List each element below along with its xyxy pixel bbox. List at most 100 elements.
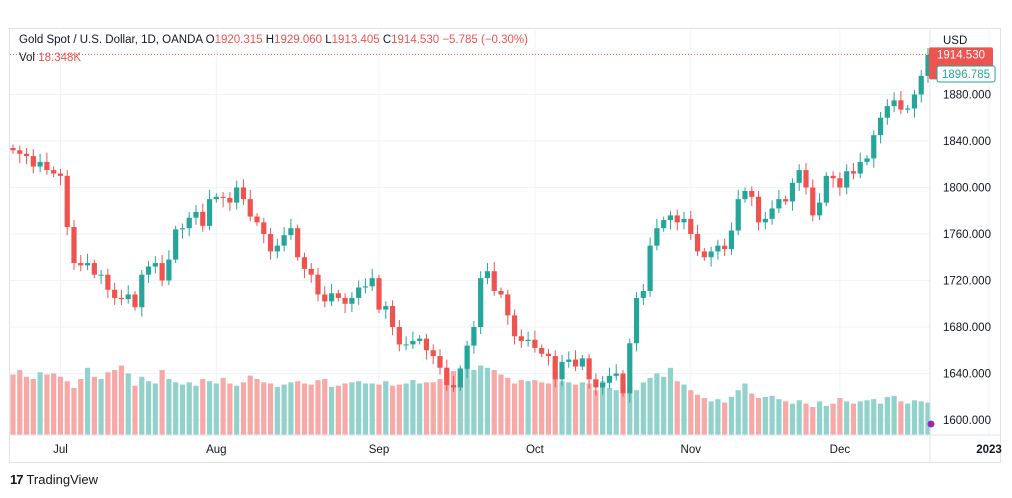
volume-bar bbox=[159, 370, 165, 435]
volume-bar bbox=[749, 393, 755, 435]
volume-bar bbox=[450, 371, 457, 435]
volume-bar bbox=[783, 401, 789, 435]
candle-body bbox=[891, 100, 897, 107]
candle-body bbox=[823, 175, 829, 203]
candle-body bbox=[864, 158, 870, 162]
candle-body bbox=[762, 218, 768, 223]
tradingview-logo[interactable]: 17 TradingView bbox=[10, 472, 98, 487]
candle-body bbox=[694, 234, 701, 252]
candle-body bbox=[240, 187, 247, 200]
price-axis-label: 1880.000 bbox=[943, 90, 991, 102]
candle-body bbox=[145, 266, 152, 275]
candle-body bbox=[457, 368, 463, 388]
volume-bar bbox=[112, 370, 118, 435]
volume-bar bbox=[572, 384, 579, 435]
time-axis: Jul Aug Sep Oct Nov Dec 2023 bbox=[53, 444, 1002, 456]
volume-bar bbox=[166, 379, 172, 435]
volume-bar bbox=[654, 373, 660, 435]
volume-bar bbox=[491, 370, 497, 435]
candle-body bbox=[383, 306, 389, 310]
volume-bar bbox=[694, 394, 701, 435]
candle-body bbox=[478, 278, 484, 327]
volume-bar bbox=[898, 401, 904, 435]
candle-body bbox=[905, 108, 911, 110]
volume-bar bbox=[118, 365, 125, 435]
candle-body bbox=[376, 278, 382, 310]
candle-body bbox=[173, 229, 179, 260]
candle-body bbox=[10, 147, 16, 151]
volume-bar bbox=[701, 398, 707, 435]
candle-body bbox=[749, 190, 755, 197]
candle-body bbox=[17, 150, 23, 154]
volume-bar bbox=[315, 380, 321, 435]
volume-bar bbox=[688, 390, 694, 435]
time-axis-label: Jul bbox=[53, 444, 68, 456]
candle-body bbox=[193, 211, 199, 218]
volume-bar bbox=[850, 403, 857, 435]
candle-body bbox=[661, 220, 667, 229]
price-axis-label: 1720.000 bbox=[943, 276, 991, 288]
candle-body bbox=[877, 117, 884, 136]
volume-bar bbox=[200, 379, 206, 435]
volume-bar bbox=[837, 398, 843, 435]
candle-body bbox=[118, 297, 125, 300]
volume-bar bbox=[918, 401, 924, 435]
legend-high-label: H bbox=[265, 34, 275, 46]
volume-bar bbox=[64, 381, 70, 435]
candle-body bbox=[152, 263, 158, 267]
time-axis-label: 2023 bbox=[976, 444, 1002, 456]
candle-body bbox=[288, 228, 294, 236]
volume-bar bbox=[98, 379, 104, 435]
candle-body bbox=[369, 278, 375, 287]
volume-bar bbox=[545, 383, 552, 435]
volume-bar bbox=[430, 382, 436, 435]
candle-body bbox=[308, 268, 314, 275]
candle-body bbox=[301, 257, 308, 269]
candle-body bbox=[410, 340, 416, 345]
candle-body bbox=[132, 294, 138, 308]
volume-bar bbox=[810, 407, 816, 435]
volume-bar bbox=[349, 382, 355, 435]
last-price-value: 1914.530 bbox=[937, 49, 985, 61]
tradingview-logo-icon: 17 bbox=[10, 472, 24, 487]
legend-symbol[interactable]: Gold Spot / U.S. Dollar, 1D, OANDA bbox=[19, 34, 203, 46]
candle-body bbox=[857, 161, 863, 174]
candle-body bbox=[505, 294, 511, 316]
candle-body bbox=[84, 263, 91, 266]
volume-bar bbox=[613, 390, 619, 435]
legend-open-label: O bbox=[205, 34, 215, 46]
event-marker-icon bbox=[927, 420, 935, 428]
legend-close-label: C bbox=[382, 34, 392, 46]
volume-bar bbox=[627, 386, 633, 435]
volume-bar bbox=[139, 376, 145, 435]
candle-body bbox=[803, 170, 809, 188]
time-axis-label: Dec bbox=[830, 444, 851, 456]
candle-body bbox=[396, 327, 402, 345]
candles bbox=[10, 48, 931, 403]
candle-body bbox=[464, 345, 470, 369]
volume-bar bbox=[728, 396, 735, 435]
candle-body bbox=[708, 251, 714, 258]
volume-bar bbox=[17, 370, 23, 435]
volume-bar bbox=[715, 399, 721, 435]
volume-bar bbox=[173, 382, 179, 435]
candle-body bbox=[667, 215, 674, 221]
price-axis-label: 1760.000 bbox=[943, 229, 991, 241]
candle-body bbox=[518, 336, 524, 341]
volume-bar bbox=[884, 396, 890, 435]
volume-bar bbox=[661, 376, 667, 435]
candle-body bbox=[844, 171, 850, 188]
price-axis: USD 1600.000 1640.000 1680.000 1720.000 1760.… bbox=[943, 35, 991, 427]
volume-bar bbox=[322, 379, 328, 435]
candle-body bbox=[925, 54, 931, 76]
candle-body bbox=[78, 263, 84, 266]
price-axis-label: 1600.000 bbox=[943, 415, 991, 427]
candle-body bbox=[640, 290, 646, 298]
volume-bar bbox=[484, 367, 491, 435]
candle-body bbox=[417, 338, 423, 341]
candle-body bbox=[125, 294, 131, 300]
volume-bar bbox=[471, 370, 477, 435]
candle-body bbox=[437, 356, 443, 368]
candle-body bbox=[247, 199, 253, 217]
